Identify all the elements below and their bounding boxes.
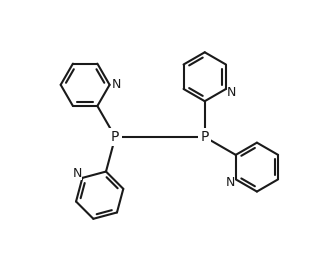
Text: P: P [201, 130, 209, 144]
Text: P: P [111, 130, 119, 144]
Text: P: P [111, 130, 119, 144]
Text: P: P [201, 130, 209, 144]
Text: N: N [73, 167, 83, 180]
Text: N: N [225, 176, 235, 189]
Text: N: N [227, 86, 236, 99]
Text: N: N [111, 78, 121, 91]
